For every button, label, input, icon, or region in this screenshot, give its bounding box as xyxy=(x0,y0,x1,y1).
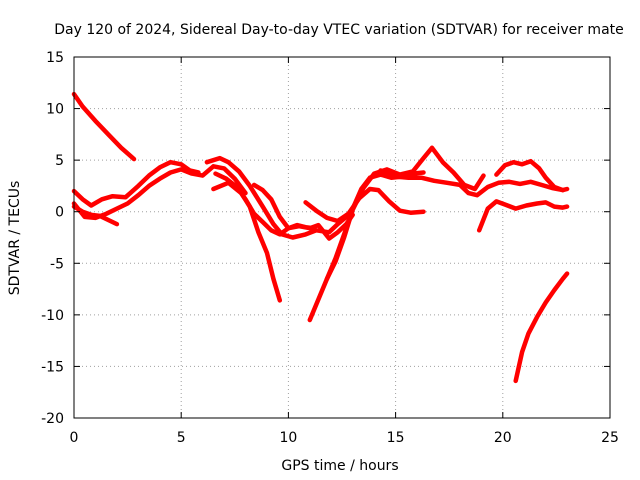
y-axis-label: SDTVAR / TECUs xyxy=(7,181,23,296)
y-tick-label: 0 xyxy=(55,205,64,221)
chart-title: Day 120 of 2024, Sidereal Day-to-day VTE… xyxy=(54,22,624,38)
series-arc-13 xyxy=(476,199,570,233)
x-tick-label: 25 xyxy=(601,430,619,446)
y-tick-label: -15 xyxy=(41,359,64,375)
x-tick-label: 5 xyxy=(177,430,186,446)
x-axis-label: GPS time / hours xyxy=(281,458,398,474)
series-arc-15 xyxy=(513,271,570,384)
series-arc-5 xyxy=(204,155,349,240)
series-arc-2 xyxy=(71,159,201,208)
series-arc-14 xyxy=(494,158,570,193)
ticks: 0 5 10 15 20 25 -20 -15 -10 -5 0 5 10 15 xyxy=(41,50,619,446)
y-tick-label: -5 xyxy=(50,256,64,272)
y-tick-label: 5 xyxy=(55,153,64,169)
series-arc-1 xyxy=(71,91,137,162)
y-tick-label: 15 xyxy=(46,50,64,66)
grid xyxy=(74,57,610,418)
y-tick-label: -10 xyxy=(41,308,64,324)
series-arc-11 xyxy=(303,186,426,224)
series-arc-8 xyxy=(251,182,355,241)
series-arc-12 xyxy=(378,168,566,198)
x-tick-label: 0 xyxy=(70,430,79,446)
x-tick-label: 15 xyxy=(387,430,405,446)
series-layer xyxy=(71,91,570,384)
x-tick-label: 10 xyxy=(279,430,297,446)
plot-frame xyxy=(73,56,611,419)
y-tick-label: 10 xyxy=(46,102,64,118)
series-arc-4 xyxy=(71,204,120,227)
x-tick-label: 20 xyxy=(494,430,512,446)
y-tick-label: -20 xyxy=(41,411,64,427)
